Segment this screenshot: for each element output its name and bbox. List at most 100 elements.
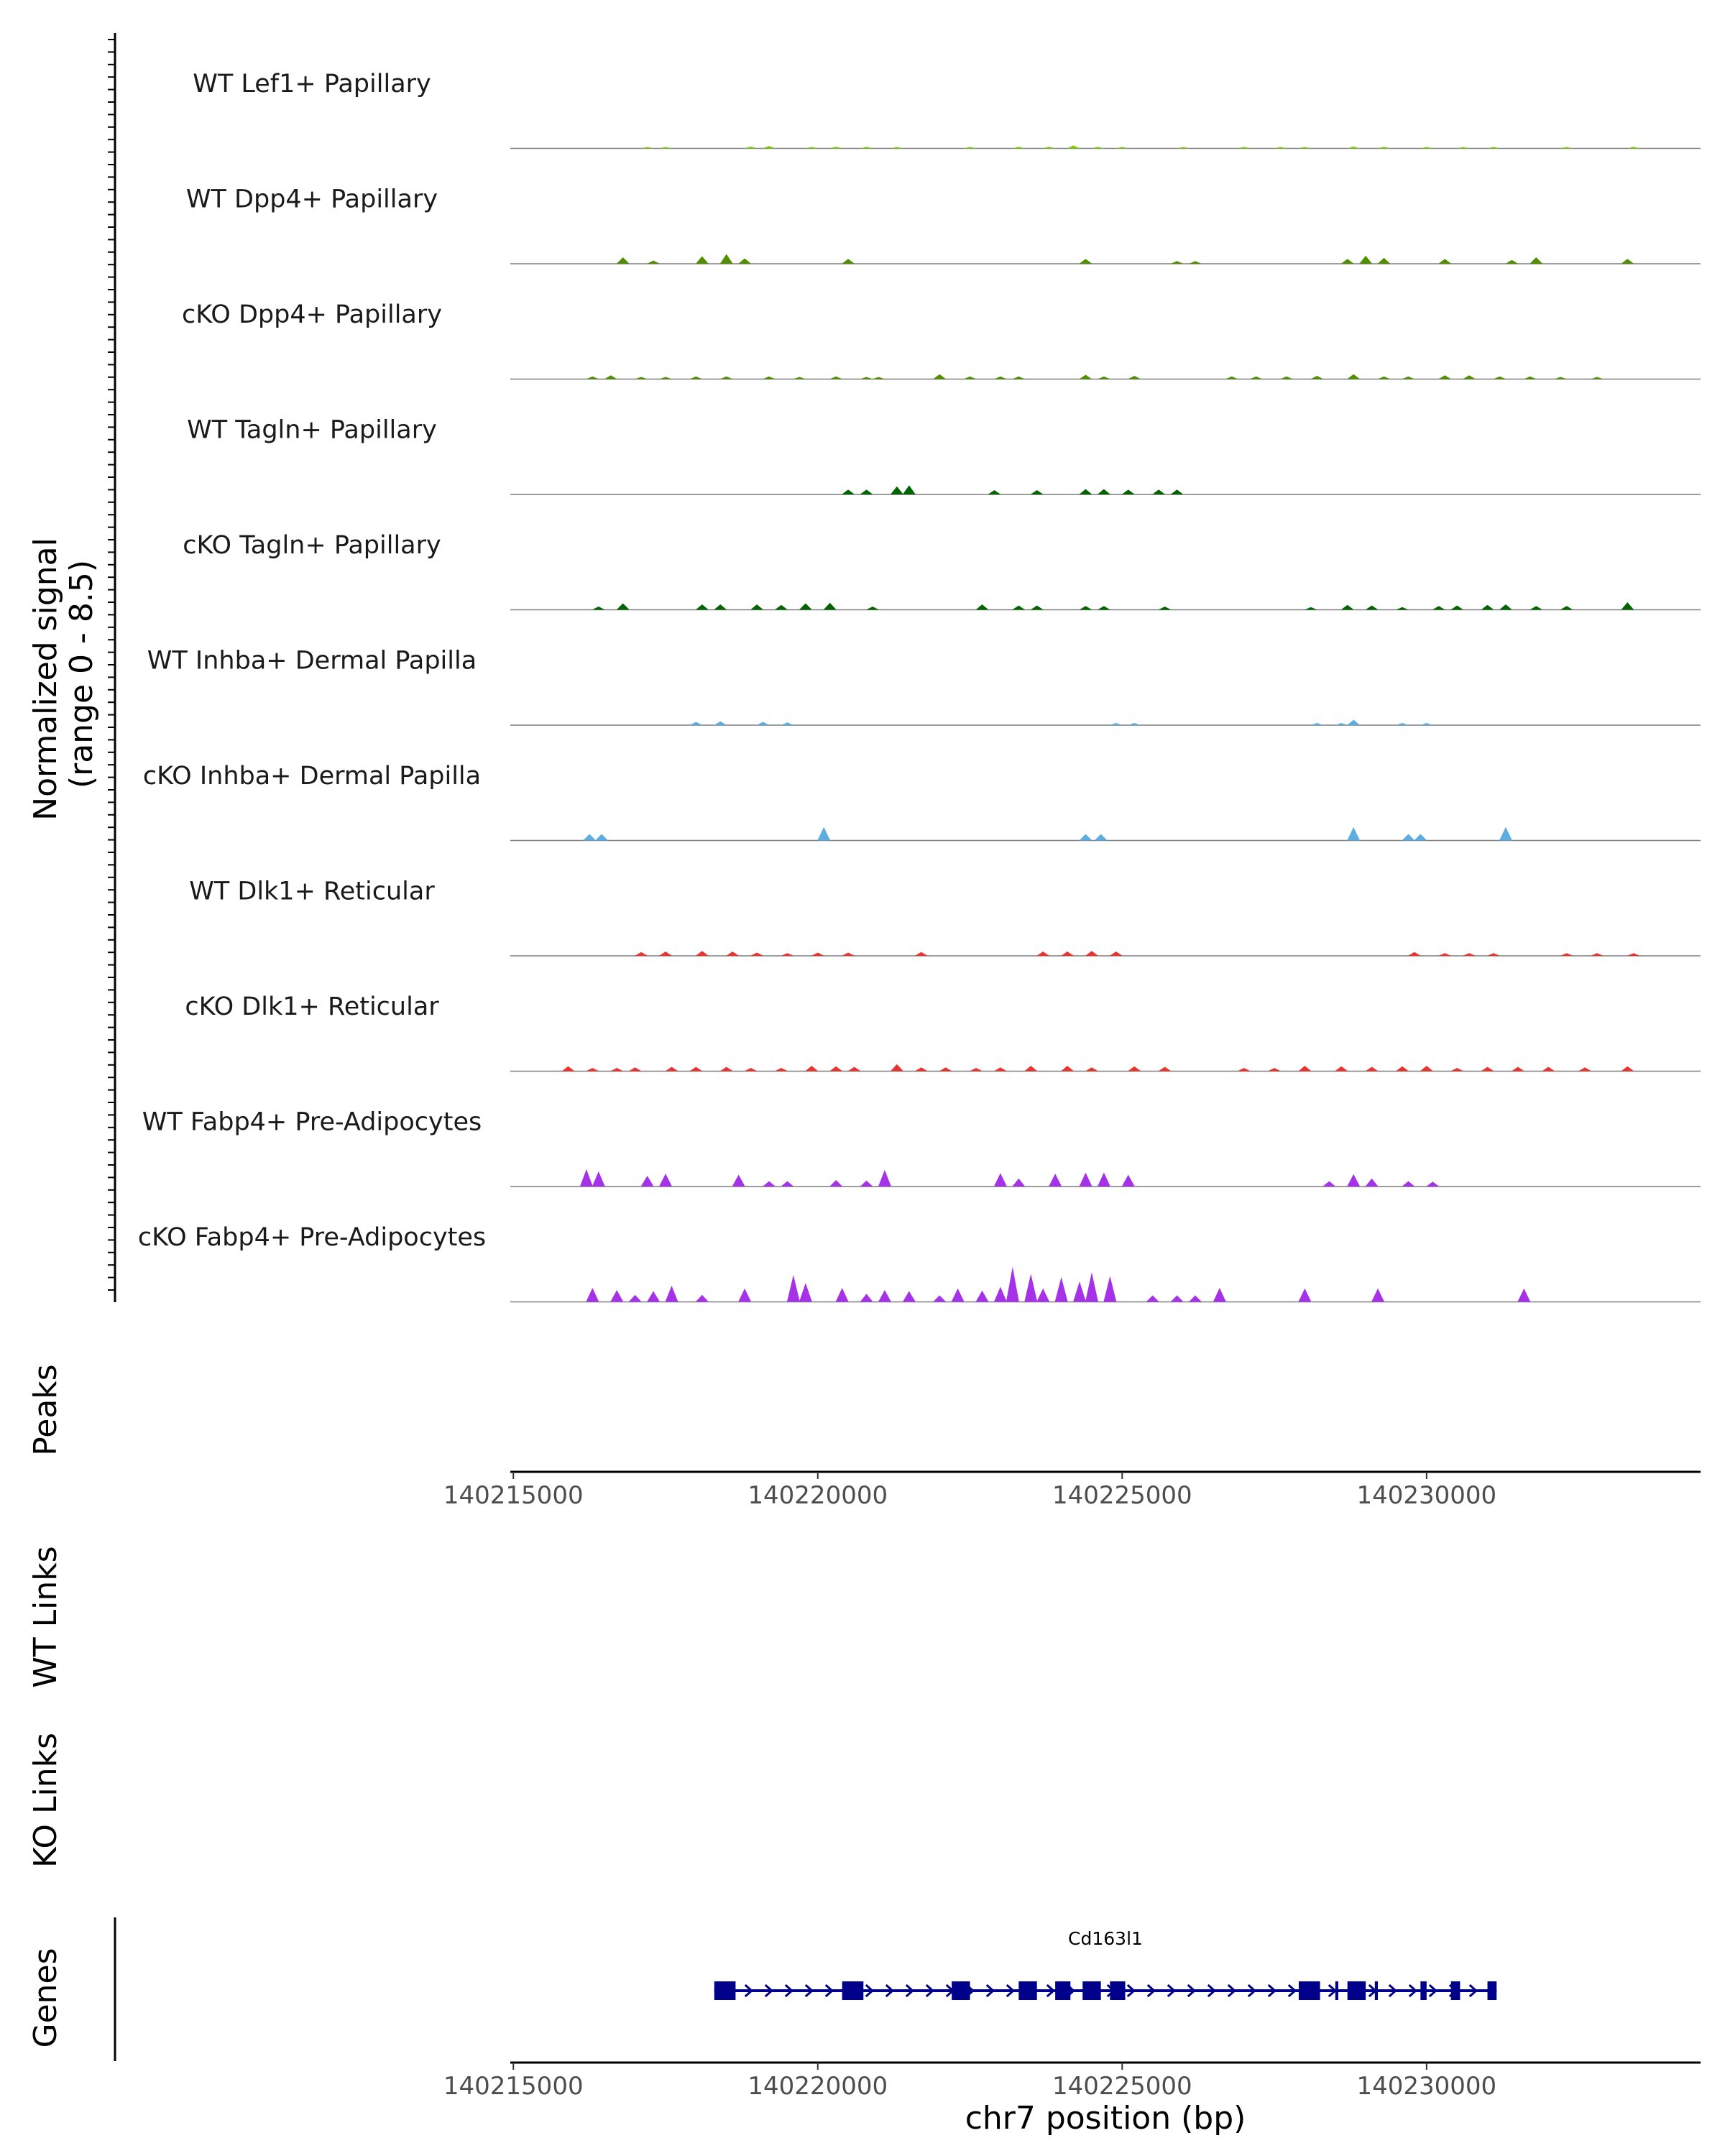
- track-label: cKO Dlk1+ Reticular: [185, 992, 439, 1021]
- signal-peak: [1347, 826, 1361, 841]
- track-6: WT Inhba+ Dermal Papilla: [147, 647, 1701, 726]
- signal-peak: [1621, 1066, 1634, 1072]
- signal-peak: [1237, 1068, 1251, 1072]
- signal-peak: [1347, 719, 1361, 725]
- track-label: WT Fabp4+ Pre-Adipocytes: [142, 1108, 482, 1137]
- signal-peak: [1097, 606, 1110, 610]
- signal-peak: [1109, 952, 1123, 956]
- signal-peak: [1426, 1181, 1440, 1187]
- gene-exon: [1374, 1981, 1379, 2000]
- signal-peak: [604, 375, 617, 379]
- signal-peak: [878, 1169, 891, 1187]
- signal-peak: [1450, 605, 1464, 610]
- signal-peak: [689, 376, 703, 379]
- genes-x-axis: 140215000 140220000 140225000 140230000: [443, 2061, 1701, 2101]
- strand-arrow: [1468, 1984, 1478, 1998]
- signal-peak: [1335, 1066, 1348, 1072]
- track-label: cKO Inhba+ Dermal Papilla: [143, 762, 481, 791]
- strand-arrow: [985, 1984, 995, 1998]
- signal-peak: [933, 1295, 947, 1302]
- signal-peak: [1036, 1288, 1050, 1302]
- signal-peak: [1621, 259, 1634, 264]
- signal-peak: [1365, 605, 1379, 610]
- signal-peak: [1420, 1066, 1433, 1072]
- ko-links-panel-label: KO Links: [27, 1733, 64, 1868]
- signal-peak: [1365, 1178, 1379, 1187]
- signal-peak: [1079, 259, 1092, 264]
- signal-peak: [1298, 1288, 1312, 1302]
- signal-peak: [1420, 147, 1433, 149]
- signal-peak: [1402, 834, 1415, 841]
- signal-peak: [1170, 489, 1184, 494]
- genes-x-tick-label: 140225000: [1052, 2072, 1192, 2101]
- signal-peak: [1371, 1288, 1385, 1302]
- signal-peak: [1438, 953, 1452, 956]
- signal-peak: [975, 604, 989, 610]
- signal-peak: [799, 1283, 812, 1302]
- signal-peak: [817, 826, 831, 841]
- signal-peak: [860, 1294, 873, 1302]
- track-label: cKO Tagln+ Papillary: [183, 531, 441, 560]
- signal-axis-title: Normalized signal (range 0 - 8.5): [27, 528, 100, 821]
- signal-peak: [1310, 376, 1324, 379]
- signal-peak: [1414, 834, 1427, 841]
- gene-exon: [1055, 1981, 1071, 2000]
- signal-peak: [695, 604, 709, 610]
- signal-peak: [1365, 1067, 1379, 1072]
- signal-peak: [793, 377, 806, 379]
- signal-peak: [1079, 1172, 1092, 1187]
- signal-peak: [1463, 375, 1476, 379]
- signal-peak: [842, 489, 855, 494]
- strand-arrow: [804, 1984, 814, 1998]
- track-4: WT Tagln+ Papillary: [187, 416, 1701, 495]
- gene-exon: [1082, 1981, 1101, 2000]
- track-9: cKO Dlk1+ Reticular: [185, 992, 1701, 1072]
- signal-peak: [586, 1068, 599, 1072]
- signal-peak: [1188, 1295, 1202, 1302]
- signal-peak: [1268, 1068, 1282, 1072]
- signal-peak: [860, 147, 873, 149]
- signal-peak: [1359, 255, 1373, 264]
- signal-peak: [1237, 147, 1251, 149]
- gene-track: Cd163l1: [714, 1928, 1497, 2000]
- signal-y-axis: [108, 33, 116, 1302]
- signal-peak: [1481, 1067, 1494, 1072]
- signal-peak: [781, 1181, 794, 1187]
- signal-peak: [744, 146, 758, 149]
- track-label: cKO Dpp4+ Papillary: [182, 300, 442, 329]
- strand-arrow: [925, 1984, 935, 1998]
- peaks-x-tick-label: 140230000: [1356, 1481, 1496, 1510]
- signal-peak: [1049, 1174, 1062, 1187]
- signal-peak: [1542, 1067, 1555, 1072]
- signal-peak: [975, 1290, 989, 1302]
- wt-links-panel-label: WT Links: [27, 1546, 64, 1687]
- signal-peak: [829, 147, 843, 149]
- signal-peak: [665, 1067, 678, 1072]
- signal-peak: [993, 376, 1007, 379]
- signal-peak: [1097, 489, 1110, 494]
- signal-peak: [1304, 607, 1317, 610]
- signal-peak: [1024, 1273, 1038, 1302]
- genes-x-tick-label: 140230000: [1356, 2072, 1496, 2101]
- signal-peak: [890, 1064, 903, 1072]
- signal-peak: [714, 721, 727, 725]
- signal-peak: [963, 376, 977, 379]
- track-label: WT Dpp4+ Papillary: [186, 185, 438, 214]
- peaks-panel-label: Peaks: [27, 1364, 64, 1455]
- signal-peak: [665, 1286, 678, 1302]
- gene-exon: [1347, 1981, 1366, 2000]
- signal-peak: [1499, 826, 1512, 841]
- signal-peak: [842, 259, 855, 264]
- signal-peak: [1621, 602, 1634, 610]
- signal-peak: [628, 1294, 642, 1302]
- track-label: WT Dlk1+ Reticular: [189, 877, 435, 906]
- signal-peak: [616, 257, 630, 264]
- signal-peak: [805, 147, 819, 149]
- signal-peak: [1511, 1067, 1524, 1072]
- signal-peak: [890, 147, 903, 149]
- signal-peak: [1097, 1172, 1110, 1187]
- signal-peak: [1225, 376, 1238, 379]
- signal-peak: [647, 260, 661, 264]
- signal-peak: [659, 1174, 672, 1187]
- strand-arrow: [885, 1984, 895, 1998]
